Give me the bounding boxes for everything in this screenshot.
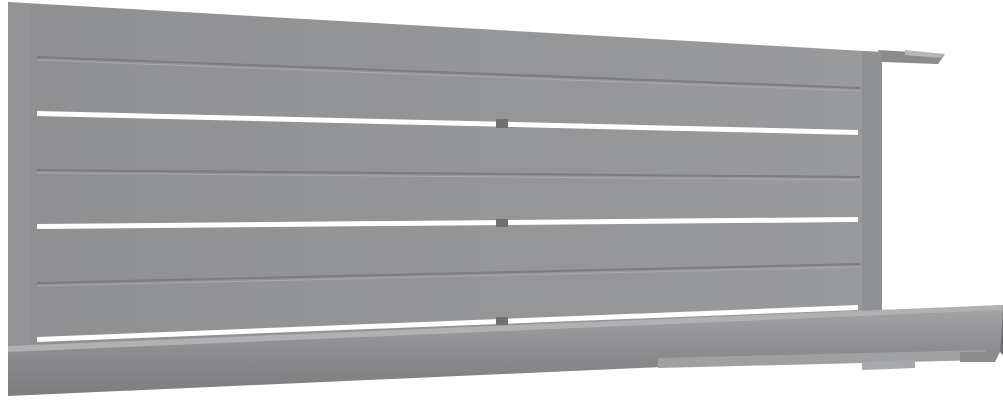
grooves xyxy=(36,56,861,284)
left-stile xyxy=(8,2,30,352)
rail-highlight xyxy=(8,305,1003,352)
base-plate xyxy=(658,350,985,368)
right-stile xyxy=(862,51,882,313)
bottom-rail xyxy=(8,305,1003,396)
rail-end xyxy=(1000,305,1003,355)
base-end xyxy=(960,352,1000,362)
bracket-top xyxy=(905,50,945,58)
clips xyxy=(496,119,508,325)
gate-panel xyxy=(8,2,882,352)
gaps xyxy=(37,111,858,342)
groove-highlights xyxy=(36,59,861,287)
base-foot xyxy=(862,360,915,370)
